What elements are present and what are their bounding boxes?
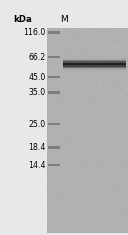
Bar xyxy=(63,57,126,58)
Bar xyxy=(48,123,60,125)
Bar xyxy=(63,70,126,71)
Text: 45.0: 45.0 xyxy=(28,73,45,82)
Bar xyxy=(63,69,126,70)
Bar xyxy=(48,164,60,166)
Bar xyxy=(63,70,126,71)
Bar xyxy=(63,65,126,66)
Bar xyxy=(63,59,126,60)
Bar xyxy=(48,56,60,58)
Bar xyxy=(63,60,126,61)
Text: 66.2: 66.2 xyxy=(28,53,45,62)
Text: 14.4: 14.4 xyxy=(28,161,45,170)
Bar xyxy=(63,62,126,63)
Bar xyxy=(63,58,126,59)
Bar xyxy=(63,58,126,59)
Bar xyxy=(48,146,60,149)
Text: M: M xyxy=(60,15,68,24)
Bar xyxy=(63,64,126,65)
Bar xyxy=(63,61,126,62)
Text: 25.0: 25.0 xyxy=(28,120,45,129)
Bar xyxy=(63,66,126,67)
Text: 35.0: 35.0 xyxy=(28,88,45,97)
Bar xyxy=(63,59,126,60)
Text: 18.4: 18.4 xyxy=(28,143,45,152)
Text: kDa: kDa xyxy=(13,15,31,24)
Bar xyxy=(63,67,126,68)
Bar xyxy=(48,31,60,34)
Bar xyxy=(48,76,60,78)
Bar xyxy=(63,57,126,58)
Bar xyxy=(63,60,126,61)
Text: 116.0: 116.0 xyxy=(23,28,45,37)
Bar xyxy=(63,63,126,64)
Bar xyxy=(48,91,60,94)
Bar xyxy=(63,68,126,69)
Bar xyxy=(63,61,126,62)
Bar xyxy=(63,62,126,63)
Bar xyxy=(63,63,126,64)
